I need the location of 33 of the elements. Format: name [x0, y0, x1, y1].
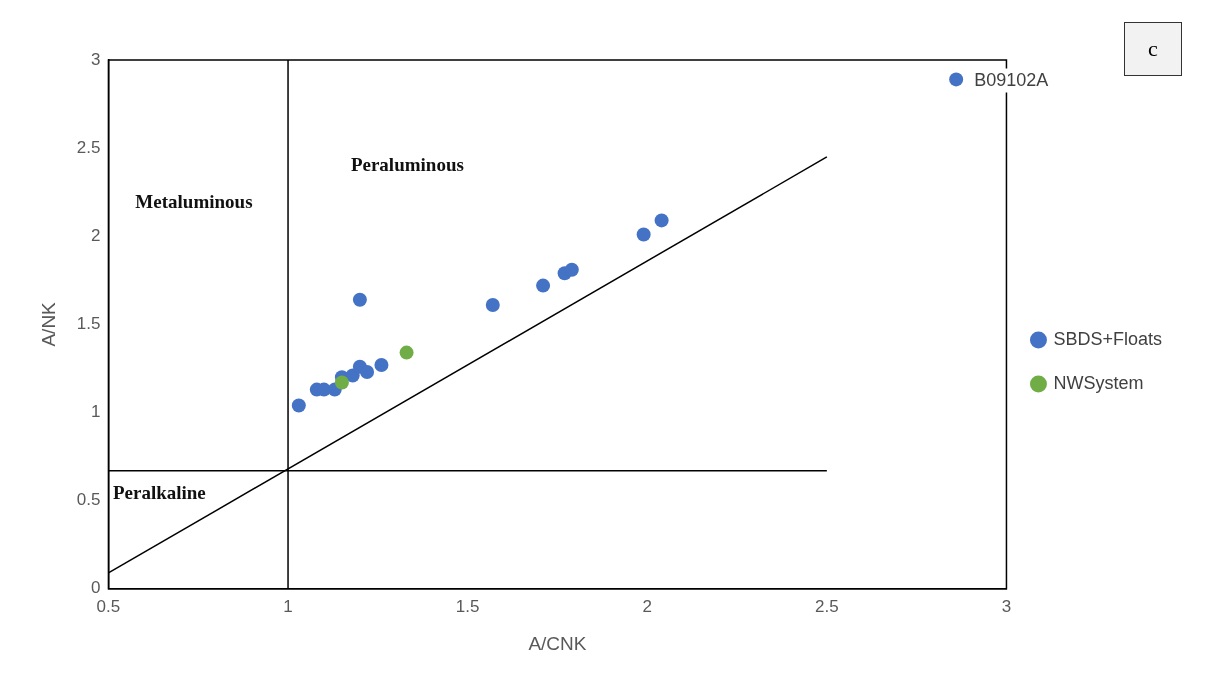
- x-tick-label: 2.5: [815, 596, 839, 616]
- text: c: [1124, 22, 1182, 76]
- annotation: B09102A: [974, 70, 1049, 91]
- y-tick-label: 0.5: [76, 490, 101, 510]
- point: [654, 213, 669, 228]
- legend-label: SBDS+Floats: [1053, 328, 1162, 349]
- x-axis-title: A/CNK: [528, 632, 587, 654]
- y-tick-label: 1.5: [76, 314, 101, 334]
- point: [949, 72, 964, 87]
- x-tick-label: 2: [642, 596, 652, 616]
- point: [399, 345, 414, 360]
- y-axis-title: A/NK: [37, 301, 59, 347]
- y-tick-label: 2.5: [76, 137, 101, 157]
- point: [564, 262, 579, 277]
- y-tick-label: 0: [90, 578, 101, 598]
- point: [291, 398, 306, 413]
- annotation: Peralkaline: [112, 481, 206, 503]
- legend-label: NWSystem: [1053, 372, 1144, 393]
- point: [352, 292, 367, 307]
- point: [334, 375, 349, 390]
- point: [374, 357, 389, 372]
- annotation: Metaluminous: [135, 190, 253, 212]
- point: [636, 227, 651, 242]
- y-tick-label: 1: [90, 402, 101, 422]
- x-tick-label: 1.5: [455, 596, 480, 616]
- x-tick-label: 1: [283, 596, 293, 616]
- y-tick-label: 3: [90, 49, 101, 69]
- y-tick-label: 2: [90, 225, 101, 245]
- x-tick-label: 3: [1001, 596, 1012, 616]
- point: [536, 278, 551, 293]
- point: [485, 298, 500, 313]
- annotation: Peraluminous: [350, 153, 464, 175]
- point: [360, 364, 375, 379]
